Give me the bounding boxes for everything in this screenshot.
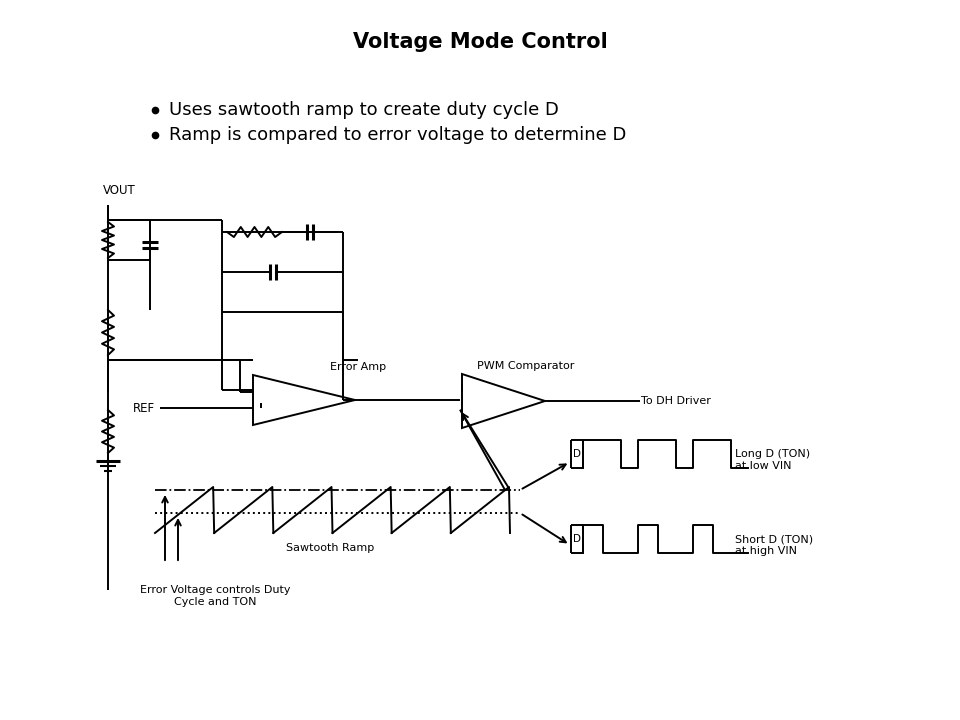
Text: D: D — [573, 449, 581, 459]
Text: at low VIN: at low VIN — [735, 461, 791, 471]
Text: Error Amp: Error Amp — [330, 362, 386, 372]
Text: Sawtooth Ramp: Sawtooth Ramp — [286, 543, 374, 553]
Text: Ramp is compared to error voltage to determine D: Ramp is compared to error voltage to det… — [169, 126, 626, 144]
Text: Voltage Mode Control: Voltage Mode Control — [352, 32, 608, 52]
Text: REF: REF — [132, 402, 155, 415]
Text: To DH Driver: To DH Driver — [641, 396, 710, 406]
Text: PWM Comparator: PWM Comparator — [477, 361, 574, 371]
Text: D: D — [573, 534, 581, 544]
Text: VOUT: VOUT — [103, 184, 135, 197]
Text: Uses sawtooth ramp to create duty cycle D: Uses sawtooth ramp to create duty cycle … — [169, 101, 559, 119]
Text: Short D (TON): Short D (TON) — [735, 534, 813, 544]
Text: Long D (TON): Long D (TON) — [735, 449, 810, 459]
Text: Error Voltage controls Duty
Cycle and TON: Error Voltage controls Duty Cycle and TO… — [140, 585, 290, 606]
Text: at high VIN: at high VIN — [735, 546, 797, 556]
